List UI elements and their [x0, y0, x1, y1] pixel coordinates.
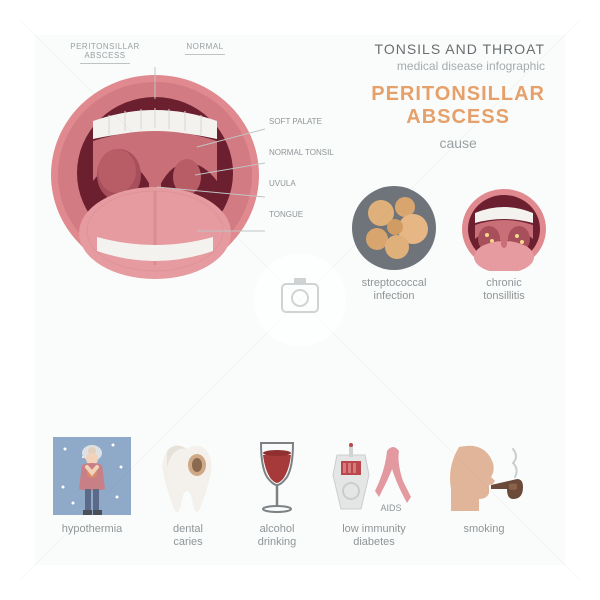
chronic-tonsillitis-icon	[461, 185, 547, 271]
cause-dental-caries: dental caries	[153, 437, 223, 549]
infographic-canvas: TONSILS AND THROAT medical disease infog…	[35, 35, 565, 565]
cause-streptococcal: streptococcal infection	[351, 185, 437, 303]
title-line1: PERITONSILLAR	[371, 83, 545, 106]
label-uvula: UVULA	[269, 179, 334, 188]
compare-label-normal-text: NORMAL	[186, 42, 223, 51]
cause-alcohol: alcohol drinking	[245, 437, 309, 549]
mouth-svg	[47, 55, 277, 285]
header-line2: medical disease infographic	[371, 59, 545, 73]
cause-streptococcal-label: streptococcal infection	[351, 277, 437, 303]
cause-smoking-label: smoking	[439, 523, 529, 536]
cause-chronic-label: chronic tonsillitis	[461, 277, 547, 303]
tooth-icon	[153, 437, 223, 517]
cause-immunity-label: low immunity diabetes	[331, 523, 417, 549]
compare-label-normal: NORMAL	[175, 43, 235, 55]
cause-caries-label: dental caries	[153, 523, 223, 549]
compare-label-abscess: PERITONSILLAR ABSCESS	[69, 43, 141, 64]
cause-row-top: streptococcal infection chronic tonsilli…	[351, 185, 547, 303]
label-normal-tonsil: NORMAL TONSIL	[269, 148, 334, 157]
compare-label-abscess-text: PERITONSILLAR ABSCESS	[70, 42, 139, 60]
cause-smoking: smoking	[439, 437, 529, 549]
cause-alcohol-label: alcohol drinking	[245, 523, 309, 549]
aids-text: AIDS	[380, 503, 401, 513]
cause-row-bottom: hypothermia dental caries alcohol drinki…	[53, 437, 529, 549]
header-block: TONSILS AND THROAT medical disease infog…	[371, 41, 545, 151]
smoking-icon	[439, 437, 529, 517]
wine-glass-icon	[245, 437, 309, 517]
label-tongue: TONGUE	[269, 210, 334, 219]
streptococcal-icon	[351, 185, 437, 271]
subtitle: cause	[371, 135, 545, 151]
hypothermia-icon	[53, 437, 131, 517]
cause-hypothermia-label: hypothermia	[53, 523, 131, 536]
header-line1: TONSILS AND THROAT	[371, 41, 545, 57]
cause-hypothermia: hypothermia	[53, 437, 131, 549]
mouth-diagram: PERITONSILLAR ABSCESS NORMAL	[47, 55, 277, 285]
cause-low-immunity: AIDS low immunity diabetes	[331, 437, 417, 549]
title-line2: ABSCESS	[371, 106, 545, 129]
anatomy-pointers: SOFT PALATE NORMAL TONSIL UVULA TONGUE	[269, 117, 334, 241]
cause-chronic-tonsillitis: chronic tonsillitis	[461, 185, 547, 303]
immunity-icon: AIDS	[331, 437, 417, 517]
label-soft-palate: SOFT PALATE	[269, 117, 334, 126]
